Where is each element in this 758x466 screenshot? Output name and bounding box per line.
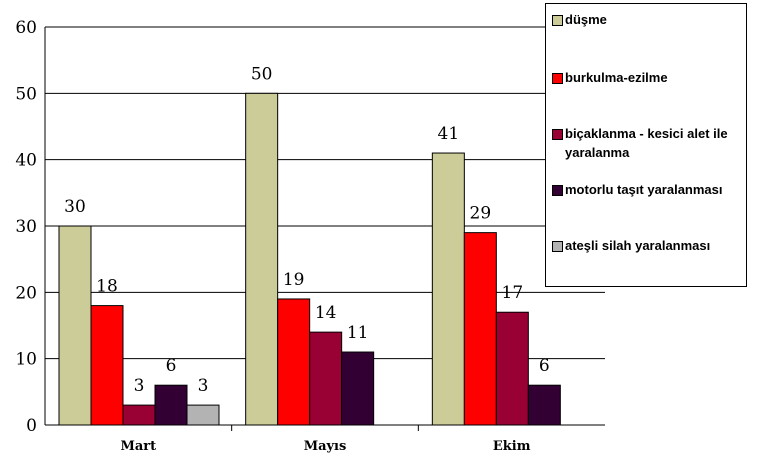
y-tick-label: 50: [15, 84, 37, 104]
legend-label: burkulma-ezilme: [565, 70, 668, 85]
bar: [277, 298, 311, 426]
bar: [154, 384, 188, 426]
bar: [527, 384, 561, 426]
y-tick-label: 20: [15, 283, 37, 303]
bars: [58, 92, 561, 426]
data-labels: 30 18 3 6 3 50 19 14 11 41 29 17 6: [64, 64, 550, 396]
legend-label: motorlu taşıt yaralanması: [565, 182, 723, 197]
y-tick-label: 40: [15, 151, 37, 171]
data-label: 19: [283, 270, 305, 290]
data-label: 11: [347, 323, 369, 343]
x-category-label: Ekim: [493, 439, 531, 454]
bar: [341, 351, 375, 426]
legend-label: ateşli silah yaralanması: [565, 238, 711, 253]
data-label: 3: [198, 376, 209, 396]
bar: [90, 305, 124, 426]
legend: düşme burkulma-ezilme biçaklanma - kesici …: [545, 3, 747, 287]
bar: [186, 404, 220, 426]
legend-item: burkulma-ezilme: [552, 68, 742, 87]
bar: [58, 225, 92, 426]
data-label: 14: [315, 303, 337, 323]
legend-swatch: [552, 241, 563, 252]
bar: [431, 152, 465, 426]
x-category-label: Mayıs: [304, 439, 347, 454]
legend-swatch: [552, 129, 563, 140]
legend-label: biçaklanma - kesici alet ile yaralanma: [565, 126, 728, 160]
y-tick-label: 60: [15, 18, 37, 38]
legend-item: ateşli silah yaralanması: [552, 236, 742, 255]
bar: [122, 404, 156, 426]
bar: [495, 311, 529, 426]
legend-swatch: [552, 73, 563, 84]
y-tick-label: 30: [15, 217, 37, 237]
data-label: 3: [134, 376, 145, 396]
legend-label: düşme: [565, 12, 607, 27]
bar: [245, 92, 279, 426]
data-label: 18: [96, 277, 118, 297]
data-label: 50: [251, 64, 273, 84]
x-axis: Mart Mayıs Ekim: [44, 27, 605, 454]
y-tick-label: 0: [26, 416, 37, 436]
legend-item: motorlu taşıt yaralanması: [552, 180, 742, 199]
data-label: 6: [539, 356, 550, 376]
data-label: 30: [64, 197, 86, 217]
y-tick-label: 10: [15, 350, 37, 370]
x-category-label: Mart: [120, 439, 156, 454]
bar: [309, 331, 343, 426]
legend-item: düşme: [552, 10, 742, 29]
data-label: 6: [166, 356, 177, 376]
data-label: 17: [502, 283, 524, 303]
data-label: 29: [470, 204, 492, 224]
legend-swatch: [552, 15, 563, 26]
y-axis-ticks: 0 10 20 30 40 50 60: [15, 18, 37, 436]
legend-item: biçaklanma - kesici alet ile yaralanma: [552, 124, 742, 162]
legend-swatch: [552, 185, 563, 196]
bar: [463, 232, 497, 426]
data-label: 41: [438, 124, 460, 144]
